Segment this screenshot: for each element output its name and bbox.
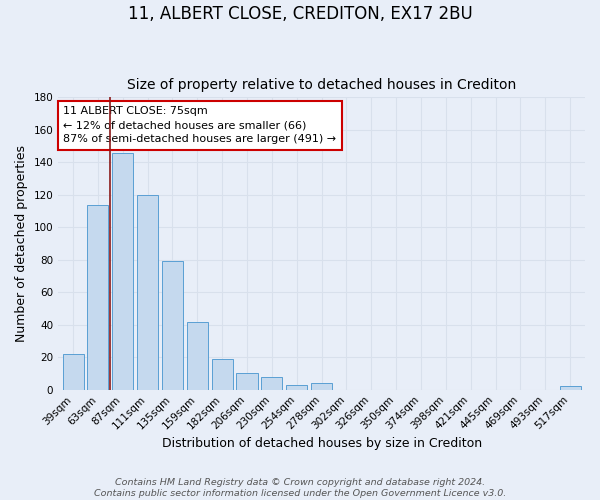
Bar bbox=[212, 359, 233, 390]
Text: 11 ALBERT CLOSE: 75sqm
← 12% of detached houses are smaller (66)
87% of semi-det: 11 ALBERT CLOSE: 75sqm ← 12% of detached… bbox=[64, 106, 337, 144]
X-axis label: Distribution of detached houses by size in Crediton: Distribution of detached houses by size … bbox=[161, 437, 482, 450]
Bar bbox=[286, 385, 307, 390]
Bar bbox=[311, 383, 332, 390]
Bar bbox=[560, 386, 581, 390]
Title: Size of property relative to detached houses in Crediton: Size of property relative to detached ho… bbox=[127, 78, 516, 92]
Bar bbox=[112, 152, 133, 390]
Y-axis label: Number of detached properties: Number of detached properties bbox=[15, 145, 28, 342]
Bar bbox=[262, 376, 283, 390]
Bar bbox=[62, 354, 83, 390]
Text: Contains HM Land Registry data © Crown copyright and database right 2024.
Contai: Contains HM Land Registry data © Crown c… bbox=[94, 478, 506, 498]
Bar bbox=[88, 204, 109, 390]
Text: 11, ALBERT CLOSE, CREDITON, EX17 2BU: 11, ALBERT CLOSE, CREDITON, EX17 2BU bbox=[128, 5, 472, 23]
Bar bbox=[187, 322, 208, 390]
Bar bbox=[236, 374, 257, 390]
Bar bbox=[137, 195, 158, 390]
Bar bbox=[162, 262, 183, 390]
